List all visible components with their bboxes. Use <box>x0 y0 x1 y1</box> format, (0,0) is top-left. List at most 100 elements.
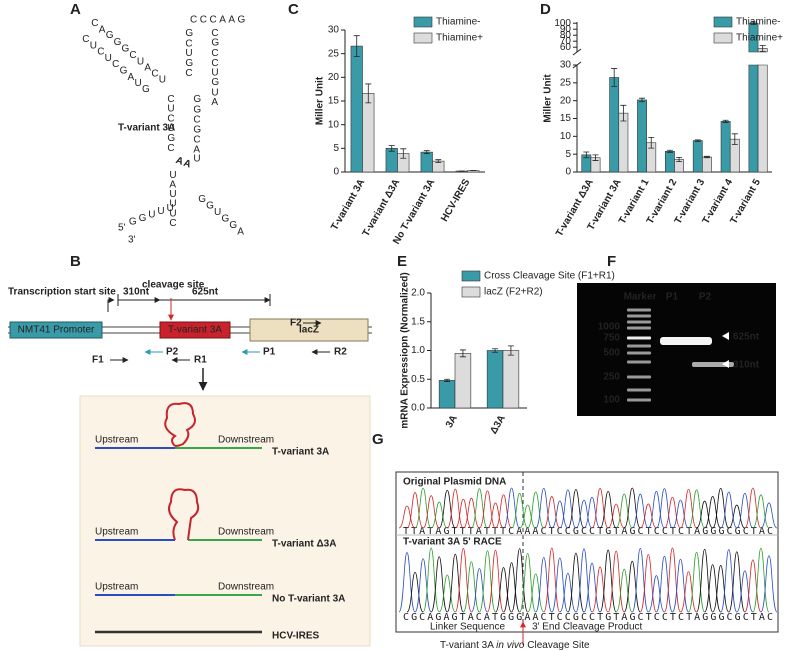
trace-peak <box>430 556 448 613</box>
bar <box>720 121 731 173</box>
nucleotides: GGCGCAU <box>193 94 203 164</box>
trace-peak <box>438 489 456 529</box>
trace-peak <box>535 556 553 613</box>
trace-peak <box>414 558 432 613</box>
trace-peak <box>655 555 673 613</box>
legend-label: Thiamine+ <box>436 33 483 44</box>
y-tick-label: 1.0 <box>411 345 425 356</box>
trace-peak <box>736 570 754 613</box>
error-bar <box>639 97 646 103</box>
legend-label: Thiamine- <box>436 17 480 28</box>
ladder-band <box>627 375 651 379</box>
trace-peak <box>639 554 657 613</box>
error-bar <box>388 145 395 152</box>
trace-peak <box>607 550 625 613</box>
trace-peak <box>430 501 448 529</box>
trace-peak <box>720 491 738 529</box>
y-tick-label: 0 <box>565 167 571 178</box>
region-label: 3' End Cleavage Product <box>532 622 643 633</box>
y-tick-label: 20 <box>328 72 340 83</box>
trace-peak <box>688 551 706 613</box>
trace-peak <box>575 548 593 613</box>
bar <box>609 77 620 173</box>
chromatogram-frame <box>395 471 779 633</box>
ladder-label: 750 <box>603 333 620 344</box>
trace-peak <box>599 490 617 529</box>
trace-peak <box>583 496 601 529</box>
y-tick-label: 2.0 <box>411 288 425 299</box>
y-tick-label: 100 <box>554 18 571 29</box>
trace-peak <box>647 575 665 613</box>
bar <box>665 151 675 173</box>
bar <box>618 112 629 173</box>
y-axis-title: Miller Unit <box>315 76 326 125</box>
trace-peak <box>760 502 778 529</box>
trace-peak <box>438 574 456 613</box>
panel-letter: E <box>397 253 407 270</box>
y-tick-label: 30 <box>560 60 572 71</box>
trace-peak <box>720 549 738 613</box>
y-tick-label: 5 <box>565 149 571 160</box>
five-prime: 5' <box>118 223 126 234</box>
bar <box>748 22 759 173</box>
primer-label: R2 <box>334 347 347 358</box>
trace-peak <box>479 490 496 529</box>
panel-letter: B <box>70 253 81 270</box>
y-tick-label: 0.0 <box>411 403 425 414</box>
trace-peak <box>696 548 714 613</box>
trace-peak <box>567 488 585 529</box>
error-bar <box>492 348 499 353</box>
nucleotides: GGUGGA <box>193 189 252 242</box>
y-tick-label: 90 <box>560 24 572 35</box>
panel-letter: F <box>607 253 616 270</box>
upstream-label: Upstream <box>95 527 138 538</box>
ladder-band <box>627 314 651 318</box>
error-bar <box>703 155 710 159</box>
trace-peak <box>664 496 681 529</box>
y-tick-label: 1.5 <box>411 316 425 327</box>
trace-peak <box>422 495 440 529</box>
trace-peak <box>680 488 697 529</box>
error-bar <box>592 154 599 161</box>
track-title: Original Plasmid DNA <box>403 477 506 488</box>
bar <box>454 353 472 409</box>
trace-peak <box>664 547 681 613</box>
nucleotides: CUCUGC <box>167 94 177 154</box>
trace-peak <box>446 553 464 613</box>
trace-peak <box>462 561 480 613</box>
bar <box>486 350 504 409</box>
y-tick-label: 0.5 <box>411 374 425 385</box>
error-bar <box>507 345 514 356</box>
panel-letter: C <box>288 1 299 18</box>
lane-label: Marker <box>624 292 657 303</box>
error-bar <box>731 133 738 145</box>
trace-peak <box>511 492 529 529</box>
legend-swatch <box>461 286 481 298</box>
bar <box>692 140 703 173</box>
primer-label: R1 <box>194 355 207 366</box>
lane-label: P2 <box>699 292 712 303</box>
trace-peak <box>744 559 762 613</box>
trace-peak <box>543 547 561 613</box>
gene-label: lacZ <box>299 325 319 336</box>
trace-peak <box>398 552 416 613</box>
element-label: T-variant 3A <box>168 325 222 336</box>
trace-peak <box>655 488 673 529</box>
trace-peak <box>736 492 754 529</box>
trace-peak <box>631 493 649 529</box>
y-tick-label: 70 <box>560 36 572 47</box>
band-arrow <box>722 332 729 340</box>
primer-label: F1 <box>92 355 104 366</box>
y-axis-title: Miller Unit <box>543 74 554 123</box>
trace-peak <box>535 487 553 529</box>
trace-peak <box>487 549 504 613</box>
bar <box>438 380 456 409</box>
ladder-band <box>627 351 651 355</box>
legend-swatch <box>713 16 733 28</box>
bar <box>420 151 433 173</box>
error-bar <box>365 83 372 104</box>
length-label: 625nt <box>192 287 219 298</box>
trace-peak <box>551 500 569 529</box>
y-tick-label: 80 <box>560 30 572 41</box>
y-tick-label: 25 <box>560 77 572 88</box>
